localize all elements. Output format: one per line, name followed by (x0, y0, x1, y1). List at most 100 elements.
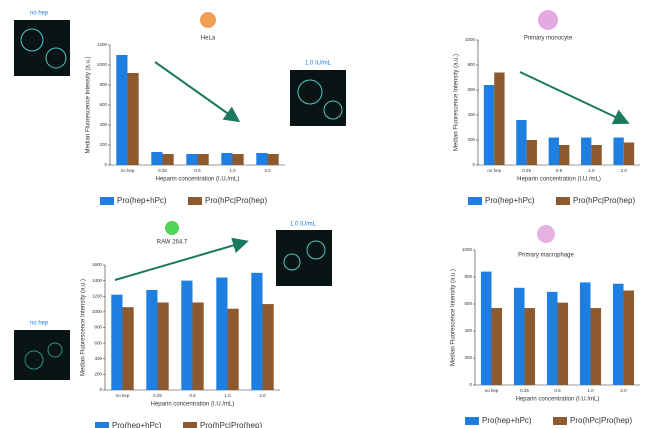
chart-title: HeLa (201, 36, 216, 42)
bar (525, 308, 536, 385)
y-tick-label: 800 (94, 325, 102, 330)
x-tick-label: 2.0 (620, 388, 627, 393)
y-tick-label: 600 (99, 102, 107, 107)
bar (559, 145, 569, 165)
y-tick-label: 1200 (92, 293, 103, 298)
bar (492, 308, 503, 385)
y-axis-label: Median Fluorescence Intensity (a.u.) (454, 54, 460, 151)
x-axis-label: Heparin concentration (I.U./mL) (517, 177, 601, 183)
y-tick-label: 1000 (92, 309, 103, 314)
bar (221, 153, 232, 165)
legend-label: Pro(hep+hPc) (112, 421, 162, 428)
x-tick-label: 2.0 (621, 168, 628, 173)
y-tick-label: 200 (464, 355, 472, 360)
y-tick-label: 200 (94, 372, 102, 377)
x-tick-label: no hep (485, 388, 499, 393)
x-tick-label: no hep (121, 168, 135, 173)
y-tick-label: 400 (94, 356, 102, 361)
bar (624, 143, 634, 166)
legend-swatch (100, 197, 114, 205)
bar (251, 273, 262, 390)
x-tick-label: 1.0 (224, 393, 231, 398)
y-tick-label: 200 (467, 137, 475, 142)
y-tick-label: 0 (104, 162, 107, 167)
bar (146, 290, 157, 390)
bar (151, 152, 162, 165)
bar (516, 120, 526, 165)
x-axis-label: Heparin concentration (I.U./mL) (151, 402, 235, 408)
x-tick-label: 2.0 (259, 393, 266, 398)
bar (216, 278, 227, 391)
legend-label: Pro(hep+hPc) (482, 416, 532, 425)
x-tick-label: no hep (116, 393, 130, 398)
inset-label: no hep (30, 11, 49, 17)
cell-icon (200, 12, 216, 28)
bar (527, 140, 537, 165)
x-tick-label: 0.5 (189, 393, 196, 398)
bar (111, 295, 122, 390)
bar (558, 303, 569, 385)
bar (181, 281, 192, 390)
legend-label: Pro(hPc|Pro(hep) (200, 421, 262, 428)
y-tick-label: 0 (472, 162, 475, 167)
y-axis-label: Median Fluorescence Intensity (a.u.) (86, 56, 92, 153)
x-tick-label: 0.25 (153, 393, 162, 398)
micrograph (14, 20, 346, 380)
bar (263, 304, 274, 390)
bar (591, 145, 601, 165)
y-tick-label: 400 (467, 112, 475, 117)
chart-title: Primary monocyte (524, 36, 573, 42)
legend-swatch (188, 197, 202, 205)
legend-label: Pro(hPc|Pro(hep) (205, 196, 267, 205)
bar (613, 284, 624, 385)
legend-swatch (183, 422, 197, 428)
x-tick-label: 0.5 (554, 388, 561, 393)
bar (494, 73, 504, 166)
inset-label: 1.0 IU/mL (305, 61, 332, 67)
bar (268, 154, 279, 165)
bar (547, 292, 558, 385)
bar (549, 138, 559, 166)
legend-label: Pro(hPc|Pro(hep) (573, 196, 635, 205)
bar (116, 55, 127, 165)
bar (624, 291, 635, 386)
bar (256, 153, 267, 165)
bar (193, 303, 204, 391)
cell-icon (538, 10, 558, 30)
y-tick-label: 400 (99, 122, 107, 127)
cell-icon (165, 221, 179, 235)
y-tick-label: 1000 (97, 62, 108, 67)
y-axis-label: Median Fluorescence Intensity (a.u.) (81, 279, 87, 376)
y-tick-label: 800 (99, 82, 107, 87)
trend-arrow (520, 72, 626, 122)
y-tick-label: 1600 (92, 262, 103, 267)
chart-title: RAW 264.7 (157, 240, 188, 246)
x-tick-label: no hep (487, 168, 501, 173)
legend-label: Pro(hep+hPc) (117, 196, 167, 205)
y-tick-label: 0 (99, 387, 102, 392)
x-tick-label: 0.25 (522, 168, 531, 173)
y-tick-label: 1000 (465, 37, 476, 42)
inset-label: no hep (30, 321, 49, 327)
y-tick-label: 600 (464, 301, 472, 306)
y-tick-label: 400 (464, 328, 472, 333)
bar (186, 154, 197, 165)
legend-label: Pro(hPc|Pro(hep) (570, 416, 632, 425)
figure: no hep 1.0 IU/mL no hep 1.0 IU/mL HeLa02… (0, 0, 646, 428)
x-tick-label: 1.0 (229, 168, 236, 173)
x-tick-label: 0.5 (556, 168, 563, 173)
bar (228, 309, 239, 390)
bar (613, 138, 623, 166)
bar (163, 154, 174, 165)
x-tick-label: 2.0 (264, 168, 271, 173)
legend-label: Pro(hep+hPc) (485, 196, 535, 205)
y-tick-label: 0 (469, 382, 472, 387)
chart-title: Primary macrophage (518, 253, 574, 259)
trend-arrow (155, 62, 237, 120)
legend-swatch (553, 417, 567, 425)
bar (158, 303, 169, 391)
y-tick-label: 1000 (462, 247, 473, 252)
y-tick-label: 600 (467, 87, 475, 92)
trend-arrow (115, 242, 245, 280)
bar (128, 73, 139, 165)
